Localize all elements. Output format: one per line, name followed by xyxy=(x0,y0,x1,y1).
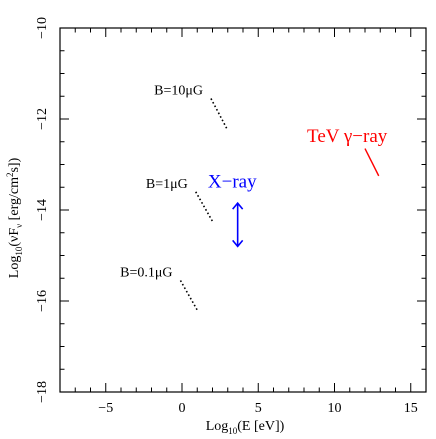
y-tick-label: −10 xyxy=(35,17,50,39)
x-tick-label: 10 xyxy=(328,401,342,416)
series-line xyxy=(195,191,214,222)
x-axis-label: Log10(E [eV]) xyxy=(206,419,285,436)
annotation-label: TeV γ−ray xyxy=(307,126,388,147)
y-tick-label: −16 xyxy=(35,290,50,312)
x-tick-label: −5 xyxy=(98,401,113,416)
annotations: X−ray TeV γ−ray xyxy=(208,126,388,248)
tick-labels: −5 0 5 10 15 −18 −16 −14 −12 −10 xyxy=(35,17,418,416)
annotation-label: X−ray xyxy=(208,171,257,192)
series-label: B=0.1μG xyxy=(120,266,172,281)
tev-gamma-ray-line xyxy=(364,148,380,177)
y-axis-label: Log10(νFν [erg/cm2s]) xyxy=(5,157,24,278)
x-tick-label: 0 xyxy=(179,401,186,416)
y-tick-label: −18 xyxy=(35,381,50,403)
series-line xyxy=(179,280,198,311)
ticks xyxy=(59,27,427,393)
series-label: B=10μG xyxy=(154,84,203,99)
y-tick-label: −14 xyxy=(35,199,50,221)
arrow-head-down xyxy=(232,239,244,248)
series: B=10μG B=1μG B=0.1μG xyxy=(120,84,229,311)
x-tick-label: 15 xyxy=(404,401,418,416)
y-tick-label: −12 xyxy=(35,108,50,130)
series-label: B=1μG xyxy=(146,177,188,192)
arrow-head-up xyxy=(232,201,244,210)
x-tick-label: 5 xyxy=(255,401,262,416)
